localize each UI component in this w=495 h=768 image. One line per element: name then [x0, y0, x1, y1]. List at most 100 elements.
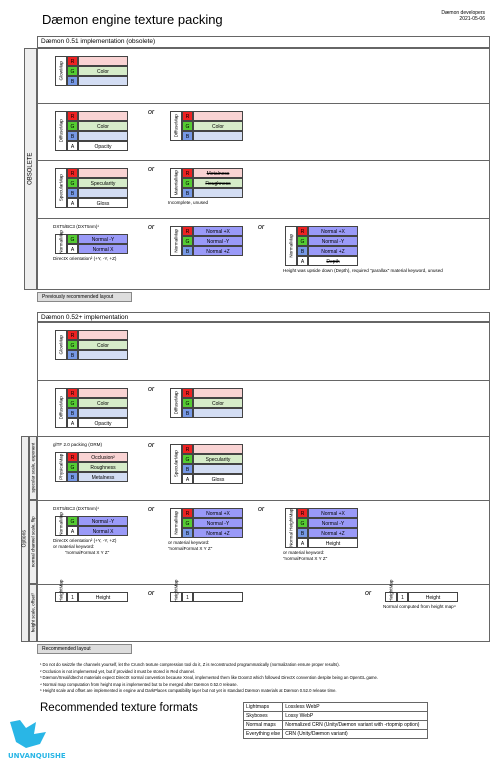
channel-letter: G — [67, 516, 78, 526]
side-column — [24, 48, 37, 290]
channel-letter: G — [67, 121, 78, 131]
channel-letter: B — [182, 464, 193, 474]
note: or material keyword: — [168, 540, 210, 545]
format: Normalized CRN (Unity/Dæmon variant with… — [282, 720, 429, 730]
or-label: or — [148, 386, 155, 393]
channel-letter: B — [67, 131, 78, 141]
channel-label — [193, 592, 243, 602]
channel-letter: R — [182, 508, 193, 518]
note: “normalFormat X Y Z” — [168, 546, 213, 551]
map-box — [55, 330, 67, 360]
row-divider — [37, 48, 490, 49]
channel-label — [78, 350, 128, 360]
channel-label — [193, 408, 243, 418]
or-label: or — [148, 166, 155, 173]
channel-letter: G — [182, 121, 193, 131]
or-label: or — [148, 224, 155, 231]
footnote: ⁵ Height scale and offset are implemente… — [40, 688, 337, 693]
channel-letter: B — [182, 528, 193, 538]
channel-label — [78, 76, 128, 86]
channel-letter: G — [67, 178, 78, 188]
channel-label: Normal -Y — [308, 518, 358, 528]
format: Lossy WebP — [282, 711, 429, 721]
channel-letter: G — [182, 398, 193, 408]
texture-kind: Skyboxes — [242, 711, 284, 721]
options-column — [21, 436, 29, 642]
map-box — [170, 168, 182, 198]
note: DirectX orientation² (+Y, -Y, +Z) — [53, 256, 117, 261]
channel-label: Normal X — [78, 526, 128, 536]
channel-label: Specularity — [193, 454, 243, 464]
channel-letter: 1 — [182, 592, 193, 602]
footnote: ¹ Do not do swizzle the channels yoursel… — [40, 662, 340, 667]
option-label: height scale, offset³ — [30, 593, 36, 633]
channel-label — [193, 388, 243, 398]
format-row: Normal maps Normalized CRN (Unity/Dæmon v… — [242, 720, 429, 730]
side-label: OBSOLETE — [26, 152, 33, 185]
channel-label: Height — [408, 592, 458, 602]
channel-label — [78, 408, 128, 418]
map-box — [55, 168, 67, 208]
channel-letter: G — [297, 236, 308, 246]
note: “normalFormat X Y Z” — [65, 550, 110, 555]
texture-kind: Lightmaps — [242, 702, 284, 712]
logo-shape — [10, 720, 46, 748]
or-label: or — [365, 590, 372, 597]
section-footer: Recommended layout — [37, 644, 132, 654]
channel-label: Normal X — [78, 244, 128, 254]
channel-letter: R — [67, 330, 78, 340]
or-label: or — [148, 506, 155, 513]
map-label: DiffuseMap — [58, 119, 64, 143]
channel-letter: G — [182, 178, 193, 188]
channel-label: Gloss — [193, 474, 243, 484]
channel-letter: R — [182, 111, 193, 121]
map-box — [55, 234, 67, 254]
channel-label — [78, 131, 128, 141]
logo-text: UNVANQUISHED — [8, 752, 66, 760]
channel-letter: R — [67, 388, 78, 398]
note: Incomplete, unused — [168, 200, 209, 205]
map-label: NormalMap — [288, 233, 294, 258]
channel-letter: B — [67, 472, 78, 482]
channel-label: Metalness — [193, 168, 243, 178]
channel-letter: B — [297, 528, 308, 538]
option-label: specular scale, exponent — [30, 442, 36, 493]
channel-letter: A — [67, 244, 78, 254]
map-box — [55, 516, 67, 536]
channel-letter: A — [67, 141, 78, 151]
or-label: or — [148, 109, 155, 116]
note: Height was upside down (Depth), required… — [283, 268, 443, 273]
channel-letter: R — [182, 388, 193, 398]
map-box — [170, 111, 182, 141]
map-box — [170, 592, 182, 602]
channel-label: Normal +X — [193, 508, 243, 518]
channel-label — [193, 188, 243, 198]
format-row: Everything else CRN (Unity/Dæmon variant) — [242, 729, 429, 739]
section-title: Dæmon 0.52+ implementation — [37, 312, 490, 322]
option-cell — [29, 584, 37, 642]
channel-letter: R — [67, 56, 78, 66]
channel-label: Specularity — [78, 178, 128, 188]
channel-label: Normal -Y — [78, 516, 128, 526]
channel-label: Opacity — [78, 418, 128, 428]
map-label: NormalMap — [58, 512, 64, 536]
channel-letter: B — [67, 350, 78, 360]
channel-letter: B — [67, 188, 78, 198]
channel-letter: G — [182, 518, 193, 528]
channel-label: Gloss — [78, 198, 128, 208]
format-row: Skyboxes Lossy WebP — [242, 711, 429, 721]
note: “normalFormat X Y Z” — [283, 556, 328, 561]
channel-label: Roughness — [78, 462, 128, 472]
channel-label: Color — [78, 398, 128, 408]
channel-label: Roughness — [193, 178, 243, 188]
caption: DXT5/BC3 (DXT5nm)¹ — [53, 506, 99, 511]
map-label: NormalMap — [173, 228, 179, 253]
date: 2021-05-06 — [459, 16, 485, 22]
map-box — [170, 388, 182, 418]
map-label: GlowMap — [58, 335, 64, 355]
channel-letter: B — [182, 131, 193, 141]
map-box — [285, 226, 297, 266]
channel-label: Normal -Y — [78, 234, 128, 244]
map-box — [55, 56, 67, 86]
